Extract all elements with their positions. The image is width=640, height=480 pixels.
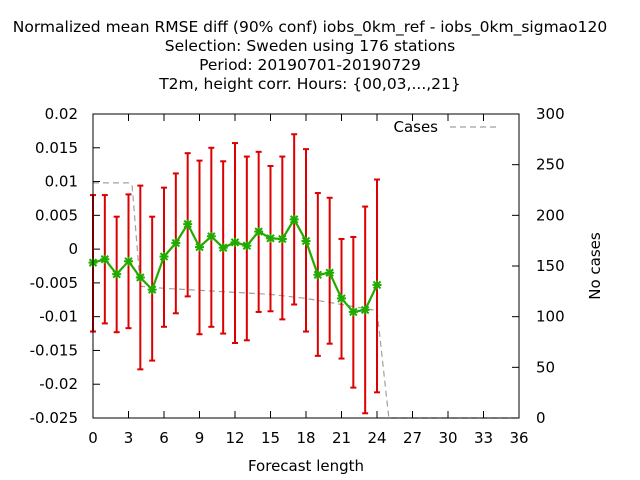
y-tick-label: 0.01 <box>45 173 78 191</box>
x-tick-label: 9 <box>195 429 205 447</box>
x-tick-label: 0 <box>88 429 98 447</box>
x-tick-label: 36 <box>509 429 528 447</box>
x-tick-label: 24 <box>367 429 386 447</box>
data-point <box>325 268 335 278</box>
rmse-diff-series <box>88 214 382 317</box>
chart-title: Normalized mean RMSE diff (90% conf) iob… <box>13 18 608 93</box>
y2-tick-label: 200 <box>536 206 565 224</box>
data-point <box>266 233 275 243</box>
x-tick-label: 12 <box>225 429 244 447</box>
data-point <box>242 241 252 251</box>
y-tick-label: 0.005 <box>35 206 78 224</box>
data-point <box>313 270 323 280</box>
title-line-3: Period: 20190701-20190729 <box>199 56 421 74</box>
data-point <box>100 254 110 264</box>
x-tick-label: 15 <box>261 429 280 447</box>
data-point <box>230 237 240 247</box>
data-point <box>360 305 370 315</box>
data-point <box>124 256 133 266</box>
y-tick-label: -0.005 <box>30 274 78 292</box>
data-point <box>112 269 122 279</box>
y2-tick-label: 250 <box>536 156 565 174</box>
data-point <box>147 285 157 295</box>
data-point <box>171 238 181 248</box>
y2-tick-label: 300 <box>536 105 565 123</box>
y-tick-label: -0.015 <box>30 341 78 359</box>
title-line-4: T2m, height corr. Hours: {00,03,...,21} <box>158 75 461 93</box>
data-point <box>348 307 358 317</box>
data-point <box>301 236 311 246</box>
y-axis-right: 300 250 200 150 100 50 0 <box>512 105 565 427</box>
legend: Cases <box>393 118 500 136</box>
y-tick-label: -0.025 <box>30 409 78 427</box>
data-point <box>372 280 382 290</box>
legend-label-cases: Cases <box>393 118 438 136</box>
y-tick-label: -0.01 <box>39 308 78 326</box>
y-axis-left: 0.02 0.015 0.01 0.005 0 -0.005 -0.01 -0.015 -0.0… <box>30 105 100 427</box>
y2-axis-title: No cases <box>586 232 604 300</box>
x-tick-label: 33 <box>474 429 493 447</box>
y-tick-label: 0.02 <box>45 105 78 123</box>
data-point <box>218 243 228 253</box>
x-tick-label: 21 <box>332 429 351 447</box>
data-point <box>289 214 299 224</box>
data-point <box>159 252 169 262</box>
x-tick-label: 27 <box>403 429 422 447</box>
data-point <box>135 272 145 282</box>
data-point <box>183 219 193 229</box>
data-point <box>254 227 264 237</box>
data-point <box>337 293 346 303</box>
y2-tick-label: 100 <box>536 308 565 326</box>
x-axis: 0 3 6 9 12 15 18 21 24 27 30 33 36 <box>88 114 529 447</box>
x-tick-label: 6 <box>159 429 169 447</box>
error-bars <box>90 133 380 415</box>
x-axis-title: Forecast length <box>248 457 364 475</box>
data-point <box>206 231 216 241</box>
y-tick-label: 0.015 <box>35 139 78 157</box>
title-line-1: Normalized mean RMSE diff (90% conf) iob… <box>13 18 608 37</box>
plot-frame <box>92 113 520 419</box>
y2-tick-label: 0 <box>536 409 546 427</box>
y-tick-label: 0 <box>68 240 78 258</box>
y-tick-label: -0.02 <box>39 375 78 393</box>
x-tick-label: 18 <box>296 429 315 447</box>
data-point <box>195 242 204 252</box>
y2-tick-label: 50 <box>536 358 555 376</box>
x-tick-label: 3 <box>124 429 134 447</box>
title-line-2: Selection: Sweden using 176 stations <box>165 37 455 55</box>
y2-tick-label: 150 <box>536 257 565 275</box>
data-point <box>277 234 287 244</box>
x-tick-label: 30 <box>438 429 457 447</box>
